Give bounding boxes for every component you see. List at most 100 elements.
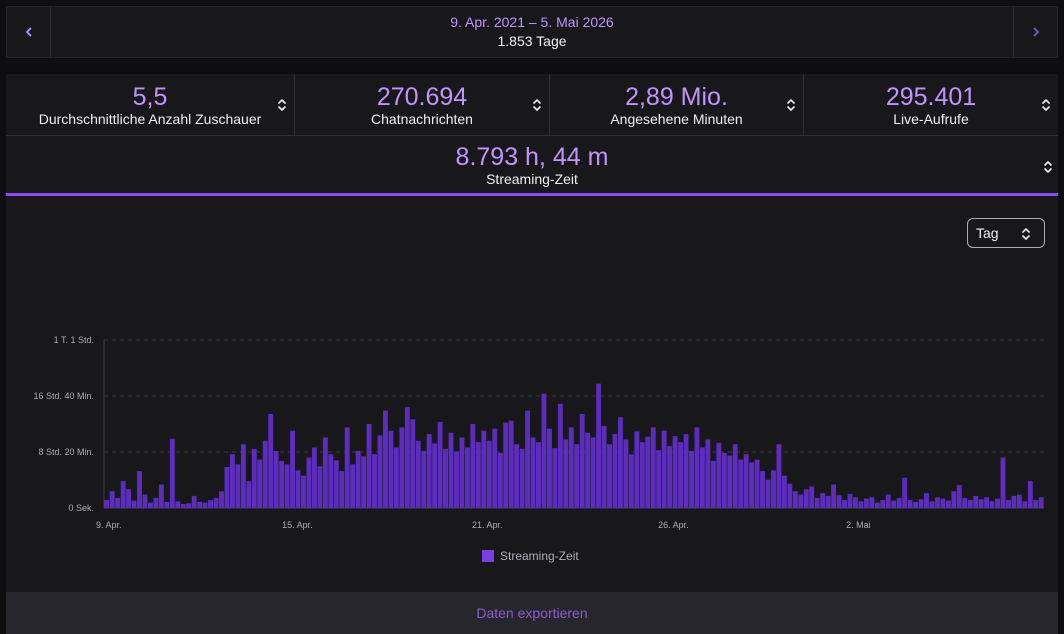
chart-bar: [290, 430, 295, 508]
stat-value: 295.401: [885, 83, 977, 111]
chart-bar: [164, 501, 170, 508]
chart-bar: [552, 448, 558, 508]
chart-bar: [311, 447, 317, 508]
next-range-button[interactable]: [1013, 7, 1057, 57]
chart-bar: [814, 497, 820, 508]
chart-bar: [235, 464, 241, 508]
chart-bar: [1033, 499, 1039, 508]
chart-bar: [989, 501, 995, 508]
chart-bar: [738, 459, 744, 508]
chart-bar: [557, 403, 563, 508]
chart-bar: [574, 444, 580, 508]
chart-bar: [694, 427, 700, 508]
chart-bar: [831, 484, 837, 508]
y-tick-label: 0 Sek.: [68, 503, 94, 513]
stat-average-viewers[interactable]: 5,5 Durchschnittliche Anzahl Zuschauer: [6, 74, 295, 136]
chart-bar: [514, 444, 520, 508]
chart-bar: [771, 470, 776, 508]
previous-range-button[interactable]: [7, 7, 51, 57]
chart-bar: [126, 489, 132, 508]
chart-bars: [104, 383, 1044, 508]
chart-bar: [525, 410, 530, 508]
chevron-left-icon: [25, 27, 31, 37]
stat-label: Chatnachrichten: [371, 111, 473, 127]
chart-bar: [142, 494, 148, 508]
chart-bar: [448, 432, 454, 508]
chart-bar: [623, 439, 629, 508]
chart-legend: Streaming-Zeit: [482, 549, 579, 563]
sort-icon: [1042, 99, 1050, 111]
y-tick-label: 16 Std. 40 Min.: [33, 391, 94, 401]
chart-bar: [721, 452, 727, 508]
chart-bar: [984, 497, 990, 508]
chart-bar: [792, 491, 798, 508]
chart-bar: [918, 499, 924, 508]
chart-bar: [443, 448, 449, 508]
stat-row: 5,5 Durchschnittliche Anzahl Zuschauer 2…: [6, 74, 1058, 136]
chart-bar: [339, 471, 345, 508]
chart-bar: [563, 439, 569, 508]
chart-bar: [470, 424, 476, 508]
chart-bar: [322, 437, 328, 508]
chart-bar: [246, 481, 252, 508]
x-tick-label: 2. Mai: [846, 520, 871, 530]
date-range-navigator: 9. Apr. 2021 – 5. Mai 2026 1.853 Tage: [6, 6, 1058, 58]
chart-bar: [962, 497, 968, 508]
date-range-label: 9. Apr. 2021 – 5. Mai 2026 1.853 Tage: [51, 7, 1013, 57]
chart-bar: [699, 447, 705, 508]
chart-bar: [295, 470, 301, 508]
chart-bar: [410, 419, 416, 508]
chart-bar: [115, 497, 121, 508]
chart-bar: [760, 471, 765, 508]
chart-bar: [628, 454, 634, 508]
chart-bar: [880, 499, 886, 508]
chart-bar: [454, 451, 459, 508]
chart-bar: [951, 491, 957, 508]
chart-bar: [109, 491, 115, 508]
chart-bar: [940, 498, 946, 508]
chart-bar: [661, 430, 667, 508]
chart-bar: [1022, 501, 1028, 508]
x-tick-label: 21. Apr.: [472, 520, 503, 530]
stat-streaming-time[interactable]: 8.793 h, 44 m Streaming-Zeit: [6, 136, 1058, 196]
chart-bar: [137, 471, 142, 508]
chart-bar: [344, 427, 350, 508]
chart-bar: [273, 450, 279, 508]
chart-bar: [924, 493, 929, 508]
chart-bar: [956, 485, 962, 508]
chart-bar: [536, 442, 541, 508]
chart-bar: [104, 499, 110, 508]
chart-bar: [191, 495, 197, 508]
chart-bar: [787, 483, 793, 508]
period-select[interactable]: Tag: [967, 218, 1045, 248]
chart-bar: [1027, 481, 1033, 508]
stat-live-views[interactable]: 295.401 Live-Aufrufe: [804, 74, 1058, 136]
chart-bar: [650, 427, 656, 508]
chart-bar: [836, 495, 842, 508]
chart-bar: [284, 464, 290, 508]
chart-bar: [743, 454, 749, 508]
chart-bar: [809, 486, 815, 508]
stat-minutes-watched[interactable]: 2,89 Mio. Angesehene Minuten: [550, 74, 804, 136]
export-data-label: Daten exportieren: [476, 605, 588, 621]
chart-bar: [377, 435, 383, 508]
chart-bar: [350, 464, 356, 508]
export-data-button[interactable]: Daten exportieren: [6, 592, 1058, 634]
chart-bar: [891, 500, 897, 508]
chart-bar: [607, 444, 612, 508]
chart-bar: [781, 475, 787, 508]
stat-chat-messages[interactable]: 270.694 Chatnachrichten: [295, 74, 550, 136]
stat-value: 8.793 h, 44 m: [455, 142, 609, 171]
legend-swatch: [482, 550, 494, 562]
chart-bar: [776, 444, 782, 508]
chart-bar: [279, 460, 285, 508]
chart-bar: [175, 501, 181, 508]
chart-bar: [1016, 494, 1022, 508]
chart-bar: [208, 499, 214, 508]
chart-bar: [186, 503, 192, 508]
select-arrows-icon: [1022, 228, 1030, 240]
chart-bar: [853, 497, 858, 508]
chart-bar: [874, 502, 880, 508]
chart-bar: [415, 440, 421, 508]
stats-panel: 5,5 Durchschnittliche Anzahl Zuschauer 2…: [6, 74, 1058, 634]
